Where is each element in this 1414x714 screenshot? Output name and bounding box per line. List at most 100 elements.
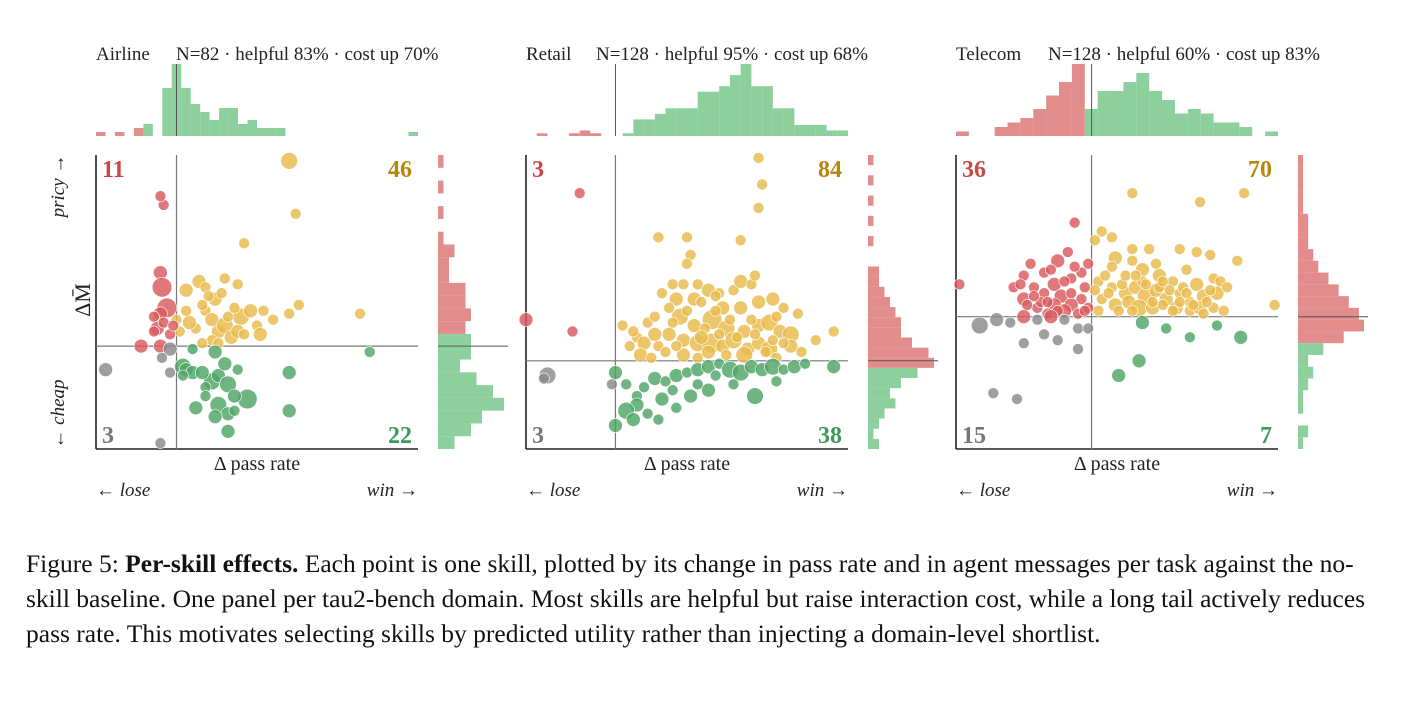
data-point <box>661 327 677 342</box>
data-point <box>1075 293 1088 305</box>
data-point <box>1102 287 1115 299</box>
top-hist-bar <box>815 124 827 136</box>
data-point <box>1194 196 1206 208</box>
data-point <box>733 300 748 316</box>
data-point <box>1058 313 1071 326</box>
top-hist-bar <box>654 113 666 136</box>
data-point <box>215 287 228 299</box>
data-point <box>151 277 173 298</box>
data-point <box>670 340 683 352</box>
y-axis-labels: pricy → ← cheap ΔM̄ <box>48 155 95 449</box>
data-point <box>98 362 113 377</box>
data-point <box>1058 275 1071 288</box>
top-hist-bar <box>133 128 144 136</box>
data-point <box>1126 255 1139 267</box>
right-hist-bar <box>438 410 482 424</box>
right-hist-bar <box>438 359 460 373</box>
data-point <box>281 403 297 419</box>
data-point <box>652 413 665 426</box>
panel-title: Airline <box>96 44 150 65</box>
data-point <box>759 346 772 358</box>
data-point <box>1126 243 1139 255</box>
data-point <box>1160 322 1172 335</box>
data-point <box>1092 305 1105 317</box>
top-hist-bar <box>190 104 201 136</box>
data-point <box>659 375 672 388</box>
figure-caption: Figure 5: Per-skill effects. Each point … <box>26 546 1392 651</box>
data-point <box>694 330 709 345</box>
data-point <box>1028 290 1040 302</box>
x-axis-label: Δ pass rate <box>214 453 300 475</box>
data-point <box>148 325 160 338</box>
right-hist-bar <box>438 231 444 245</box>
data-point <box>1031 313 1044 326</box>
top-hist-bar <box>590 133 602 136</box>
data-point <box>1201 296 1213 308</box>
data-point <box>654 391 670 407</box>
data-point <box>676 347 691 363</box>
data-point <box>608 365 623 380</box>
data-point <box>1079 305 1091 317</box>
top-hist-bar <box>228 108 239 136</box>
data-point <box>573 187 586 200</box>
data-point <box>733 274 748 289</box>
top-hist-bar <box>568 133 580 136</box>
data-point <box>720 349 733 361</box>
data-point <box>623 340 636 352</box>
top-hist-bar <box>1136 73 1150 136</box>
top-hist-bar <box>1149 91 1163 136</box>
data-point <box>1099 269 1111 282</box>
right-hist-bar <box>438 206 444 219</box>
right-hist-bar <box>868 155 874 166</box>
count-top-right: 46 <box>388 157 412 183</box>
right-hist-bar <box>1298 155 1304 167</box>
right-hist-bar <box>1298 202 1304 214</box>
data-point <box>1184 331 1196 344</box>
data-point <box>826 359 841 374</box>
data-point <box>663 302 675 314</box>
right-hist-bar <box>438 346 471 360</box>
top-hist-bar <box>805 124 816 136</box>
data-point <box>164 366 176 379</box>
data-point <box>293 299 305 311</box>
top-hist-bar <box>209 120 220 136</box>
data-point <box>777 337 790 349</box>
data-point <box>1268 299 1281 311</box>
data-point <box>156 352 168 364</box>
data-point <box>681 305 693 317</box>
data-point <box>283 307 296 320</box>
top-hist-bar <box>994 127 1008 136</box>
data-point <box>752 202 765 214</box>
top-hist-bar <box>1265 131 1278 136</box>
data-point <box>1051 334 1064 347</box>
data-point <box>217 356 233 371</box>
top-hist-bar <box>697 91 709 136</box>
data-point <box>626 412 641 427</box>
top-hist-bar <box>1071 64 1085 136</box>
right-hist-bar <box>438 385 493 398</box>
data-point <box>1150 257 1162 270</box>
data-point <box>608 418 623 433</box>
right-hist-bar <box>1298 343 1324 355</box>
data-point <box>669 368 684 383</box>
data-point <box>207 344 223 360</box>
right-hist-bar <box>868 327 901 338</box>
x-lose-label: ← lose <box>96 480 150 501</box>
top-hist-bar <box>740 64 752 136</box>
data-point <box>1173 296 1186 308</box>
data-point <box>178 282 194 298</box>
data-point <box>1143 243 1155 255</box>
data-point <box>1045 263 1057 276</box>
right-hist-bar <box>438 321 466 334</box>
data-point <box>1111 368 1126 383</box>
data-point <box>1129 269 1142 282</box>
right-hist-bar <box>438 282 466 296</box>
data-point <box>188 400 204 416</box>
data-point <box>1082 257 1094 270</box>
top-hist-bar <box>238 124 248 136</box>
data-point <box>148 310 160 323</box>
data-point <box>1190 246 1203 258</box>
data-point <box>752 152 765 164</box>
data-point <box>749 269 761 282</box>
panel-telecom: Telecom N=128 · helpful 60% · cost up 83%… <box>953 44 1368 501</box>
